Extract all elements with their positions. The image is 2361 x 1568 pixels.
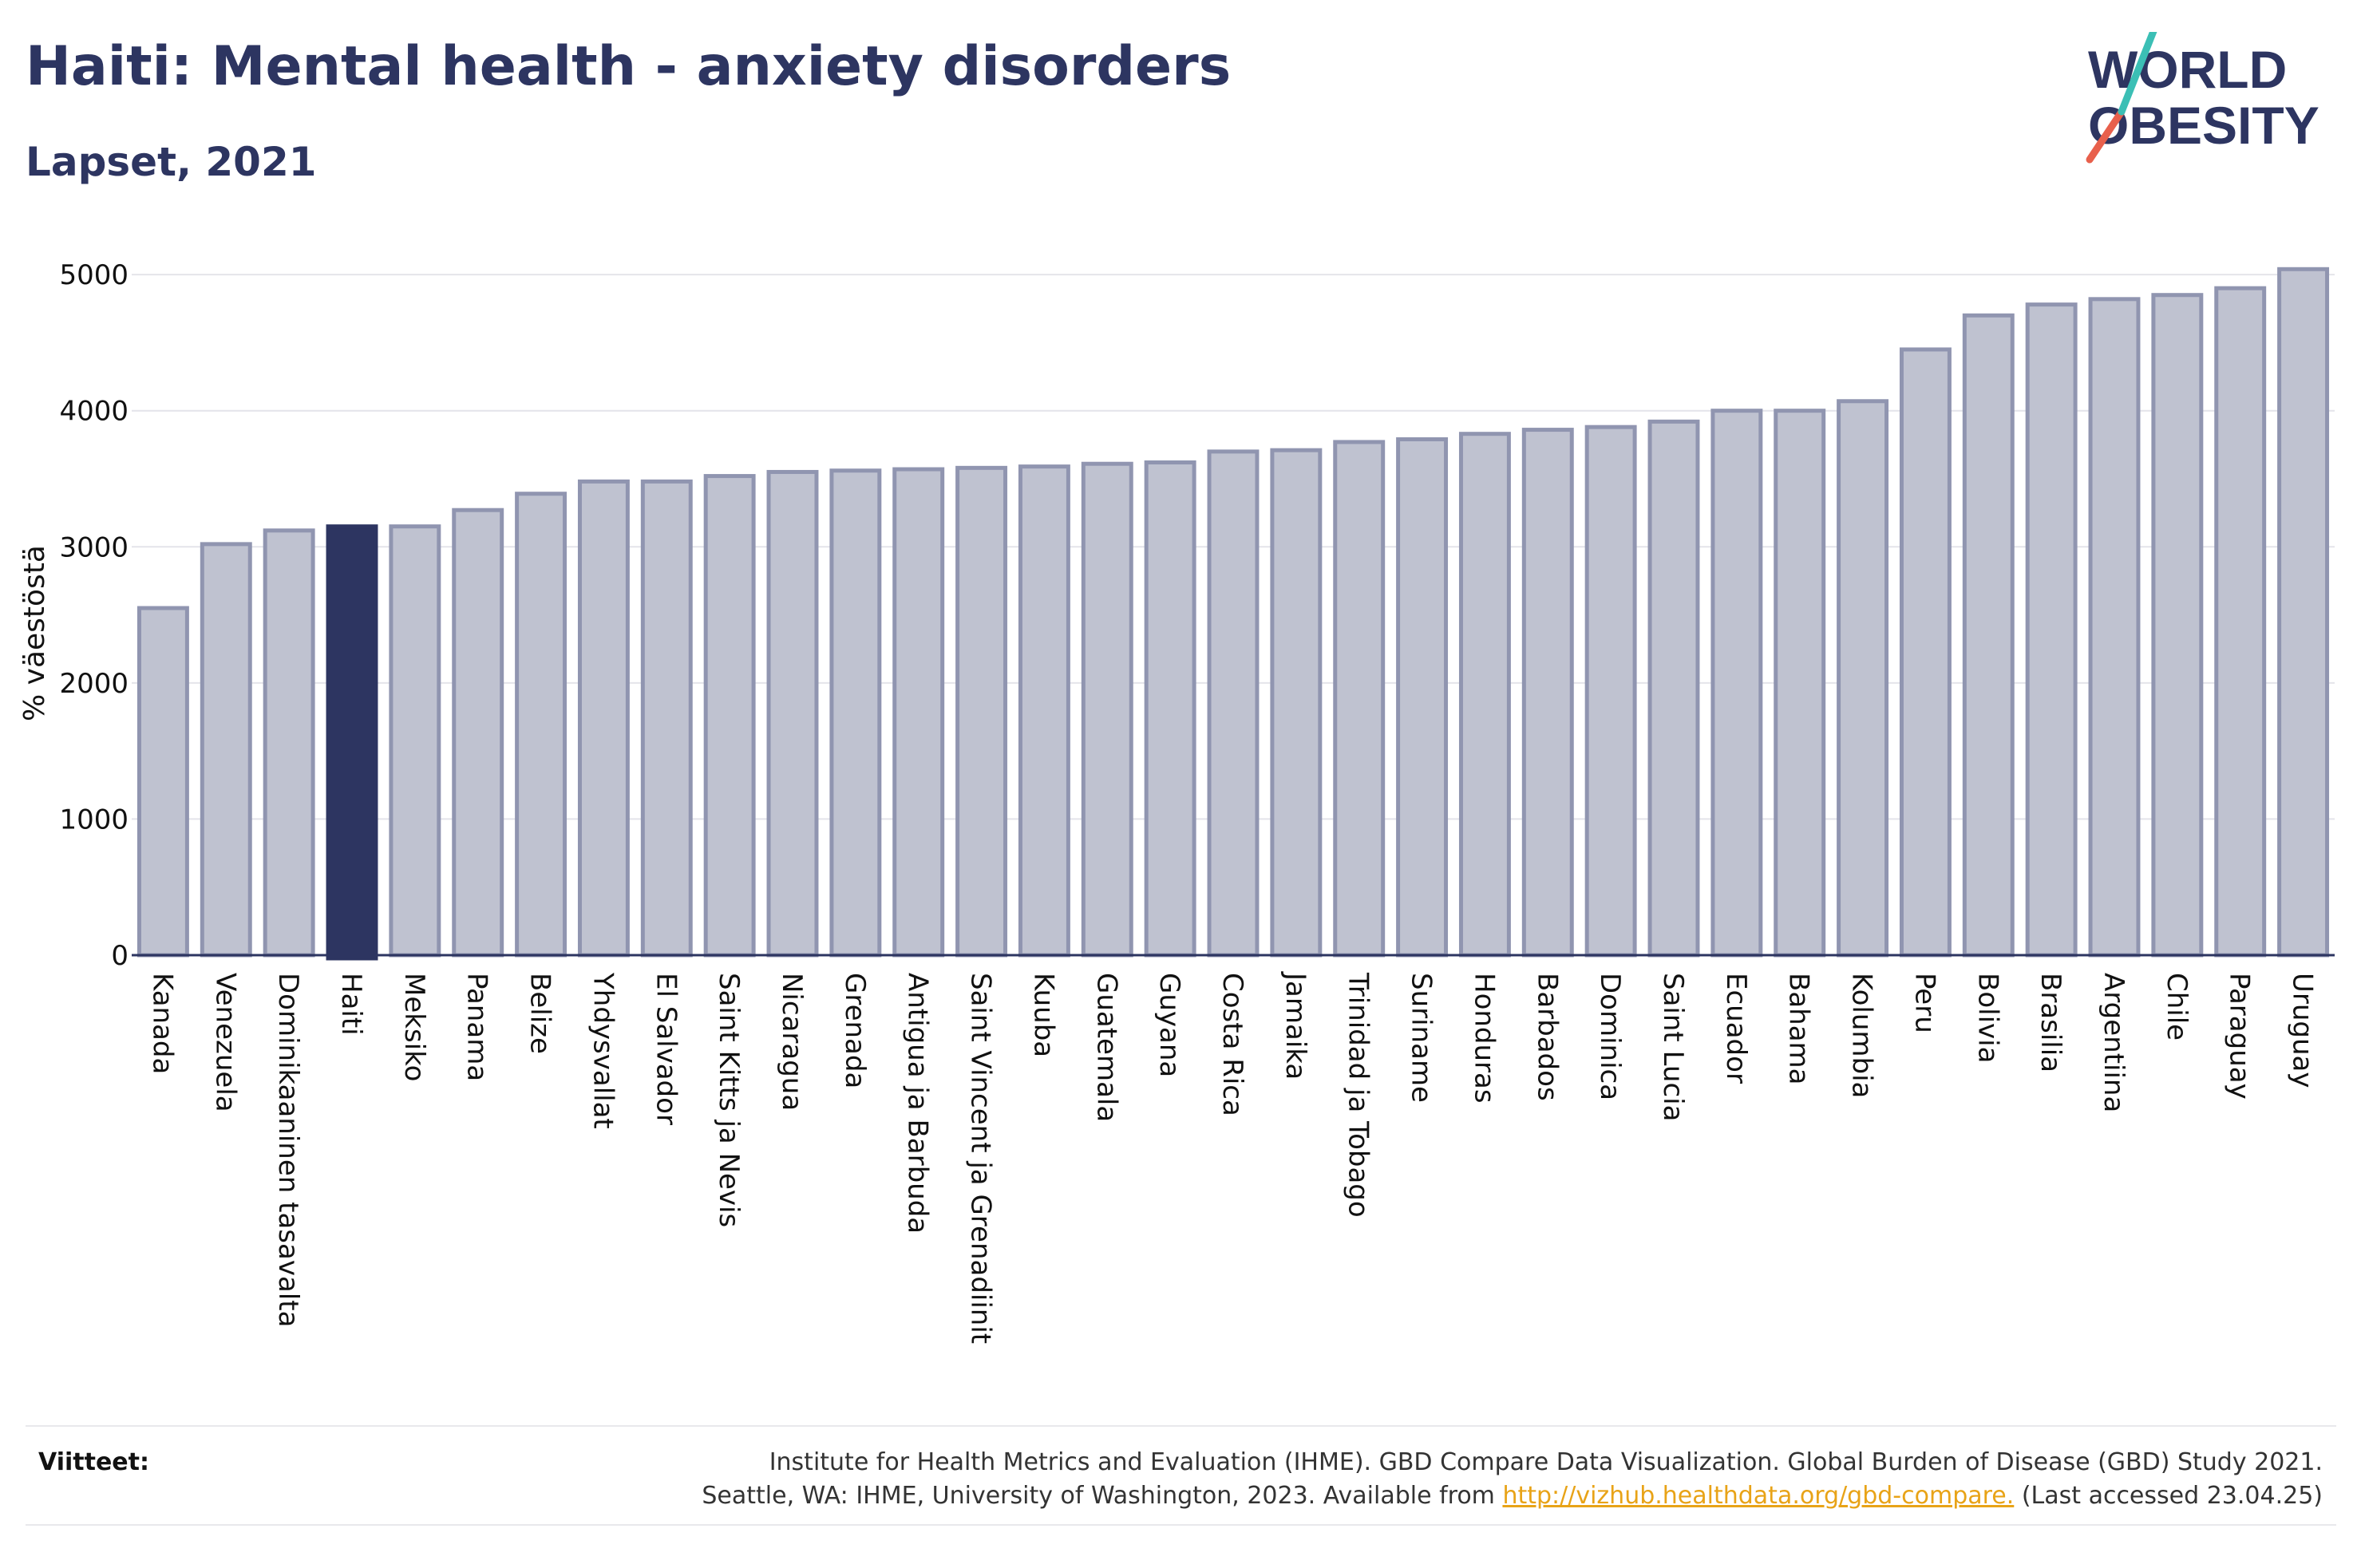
x-tick-label: Guatemala xyxy=(1090,973,1122,1122)
x-tick-label: Antigua ja Barbuda xyxy=(902,973,934,1234)
x-tick-label: Trinidad ja Tobago xyxy=(1343,972,1374,1218)
chart-title: Haiti: Mental health - anxiety disorders xyxy=(26,35,1232,98)
bar-dominica xyxy=(1584,425,1637,958)
bar-venezuela xyxy=(200,542,252,958)
x-tick-label: Panama xyxy=(461,973,493,1081)
bars xyxy=(136,267,2330,961)
y-axis-ticks: 0 1000 2000 3000 4000 5000 xyxy=(59,259,129,972)
bar-antigua-ja-barbuda xyxy=(892,467,945,958)
bar-kolumbia xyxy=(1837,399,1889,958)
bar-kanada xyxy=(136,606,189,958)
x-tick-label: El Salvador xyxy=(650,973,682,1125)
logo-line1: WORLD xyxy=(2088,40,2287,99)
x-tick-label: Grenada xyxy=(839,973,871,1088)
x-axis-labels: Kanada Venezuela Dominikaaninen tasavalta H… xyxy=(146,971,2318,1344)
y-tick-label: 3000 xyxy=(59,531,129,563)
y-tick-label: 2000 xyxy=(59,668,129,700)
y-tick-label: 1000 xyxy=(59,804,129,835)
x-tick-label: Honduras xyxy=(1468,973,1500,1104)
y-axis-label: % väestöstä xyxy=(18,545,51,721)
bar-panama xyxy=(452,508,504,958)
y-tick-label: 4000 xyxy=(59,396,129,428)
bar-kuuba xyxy=(1018,464,1070,958)
bar-barbados xyxy=(1521,428,1574,958)
x-tick-label: Peru xyxy=(1908,973,1940,1033)
x-tick-label: Argentiina xyxy=(2098,973,2130,1112)
x-tick-label: Guyana xyxy=(1153,973,1185,1077)
logo-slash-red xyxy=(2086,108,2126,164)
x-tick-label: Meksiko xyxy=(398,973,430,1081)
reference-line-2-text: Seattle, WA: IHME, University of Washing… xyxy=(702,1482,1503,1510)
bar-argentiina xyxy=(2088,297,2141,958)
reference-link[interactable]: http://vizhub.healthdata.org/gbd-compare… xyxy=(1502,1482,2015,1510)
chart-subtitle: Lapset, 2021 xyxy=(26,139,317,185)
bar-grenada xyxy=(829,468,882,958)
footer-divider-top xyxy=(26,1425,2336,1427)
logo-slash-teal xyxy=(2118,32,2157,116)
x-tick-label: Barbados xyxy=(1531,973,1563,1101)
bar-belize xyxy=(515,492,568,958)
x-tick-label: Ecuador xyxy=(1720,973,1752,1084)
x-tick-label: Dominica xyxy=(1594,973,1626,1100)
footer-divider-bottom xyxy=(26,1524,2336,1526)
bar-meksiko xyxy=(389,524,441,958)
x-tick-label: Uruguay xyxy=(2287,973,2319,1088)
x-tick-label: Saint Lucia xyxy=(1657,973,1689,1121)
bar-jamaika xyxy=(1270,448,1323,958)
bar-nicaragua xyxy=(766,469,819,958)
bar-trinidad-ja-tobago xyxy=(1333,440,1386,958)
references: Institute for Health Metrics and Evaluat… xyxy=(702,1446,2323,1513)
x-tick-label: Chile xyxy=(2161,973,2193,1041)
x-tick-label: Brasilia xyxy=(2035,973,2066,1072)
bar-bahama xyxy=(1774,409,1826,958)
x-tick-label: Saint Vincent ja Grenadiinit xyxy=(965,973,997,1344)
bar-haiti xyxy=(326,524,378,961)
world-obesity-logo: WORLD OBESITY xyxy=(2086,32,2319,164)
bar-honduras xyxy=(1458,432,1511,958)
x-tick-label: Haiti xyxy=(335,973,367,1036)
bar-costa-rica xyxy=(1207,449,1260,958)
bar-brasilia xyxy=(2025,302,2078,958)
x-tick-label: Nicaragua xyxy=(776,973,808,1111)
x-tick-label: Bahama xyxy=(1783,973,1815,1085)
x-tick-label: Jamaika xyxy=(1279,971,1311,1080)
bar-guatemala xyxy=(1081,461,1133,958)
bar-chile xyxy=(2151,293,2204,958)
x-tick-label: Yhdysvallat xyxy=(587,972,619,1129)
x-tick-label: Paraguay xyxy=(2224,973,2256,1100)
bar-saint-lucia xyxy=(1647,419,1700,958)
bar-saint-vincent-ja-grenadiinit xyxy=(955,465,1008,958)
x-tick-label: Kolumbia xyxy=(1846,973,1878,1098)
bar-uruguay xyxy=(2277,267,2330,958)
y-tick-label: 5000 xyxy=(59,259,129,291)
x-tick-label: Suriname xyxy=(1406,973,1438,1103)
x-tick-label: Saint Kitts ja Nevis xyxy=(713,973,745,1227)
x-tick-label: Kanada xyxy=(146,973,178,1074)
bar-yhdysvallat xyxy=(577,479,630,958)
x-tick-label: Dominikaaninen tasavalta xyxy=(272,973,304,1327)
reference-accessed: (Last accessed 23.04.25) xyxy=(2014,1482,2323,1510)
bar-paraguay xyxy=(2214,286,2267,958)
bar-guyana xyxy=(1144,460,1196,958)
bar-ecuador xyxy=(1710,409,1763,958)
reference-line-2: Seattle, WA: IHME, University of Washing… xyxy=(702,1479,2323,1513)
references-label: Viitteet: xyxy=(38,1448,149,1476)
y-tick-label: 0 xyxy=(111,940,129,972)
x-tick-label: Costa Rica xyxy=(1216,973,1248,1116)
x-tick-label: Venezuela xyxy=(209,973,241,1112)
bar-suriname xyxy=(1396,437,1449,958)
bar-el-salvador xyxy=(640,479,693,958)
bar-dominikaaninen-tasavalta xyxy=(263,528,315,958)
bar-saint-kitts-ja-nevis xyxy=(703,474,756,958)
bar-chart: 0 1000 2000 3000 4000 5000 Kanada Venezuela Dom… xyxy=(18,259,2335,1344)
bar-bolivia xyxy=(1962,313,2015,958)
x-tick-label: Bolivia xyxy=(1971,973,2003,1063)
x-tick-label: Kuuba xyxy=(1027,973,1059,1057)
bar-peru xyxy=(1899,347,1952,958)
reference-line-1: Institute for Health Metrics and Evaluat… xyxy=(769,1448,2323,1476)
x-tick-label: Belize xyxy=(524,973,556,1054)
